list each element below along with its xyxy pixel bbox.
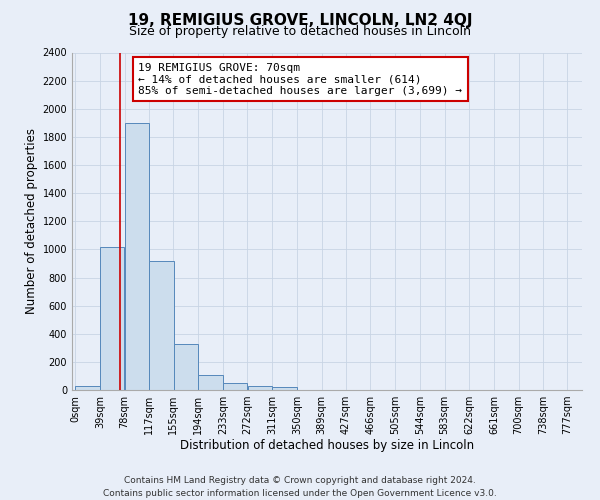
Bar [173,344,198,390]
Bar [272,387,297,390]
Bar [248,386,272,390]
Bar [149,260,174,390]
Y-axis label: Number of detached properties: Number of detached properties [25,128,38,314]
Text: 19, REMIGIUS GROVE, LINCOLN, LN2 4QJ: 19, REMIGIUS GROVE, LINCOLN, LN2 4QJ [128,12,472,28]
Text: 19 REMIGIUS GROVE: 70sqm
← 14% of detached houses are smaller (614)
85% of semi-: 19 REMIGIUS GROVE: 70sqm ← 14% of detach… [139,62,463,96]
Bar [100,246,124,390]
Bar [223,383,247,390]
X-axis label: Distribution of detached houses by size in Lincoln: Distribution of detached houses by size … [180,438,474,452]
Bar [198,374,223,390]
Text: Contains HM Land Registry data © Crown copyright and database right 2024.
Contai: Contains HM Land Registry data © Crown c… [103,476,497,498]
Bar [125,123,149,390]
Bar [76,386,100,390]
Text: Size of property relative to detached houses in Lincoln: Size of property relative to detached ho… [129,25,471,38]
